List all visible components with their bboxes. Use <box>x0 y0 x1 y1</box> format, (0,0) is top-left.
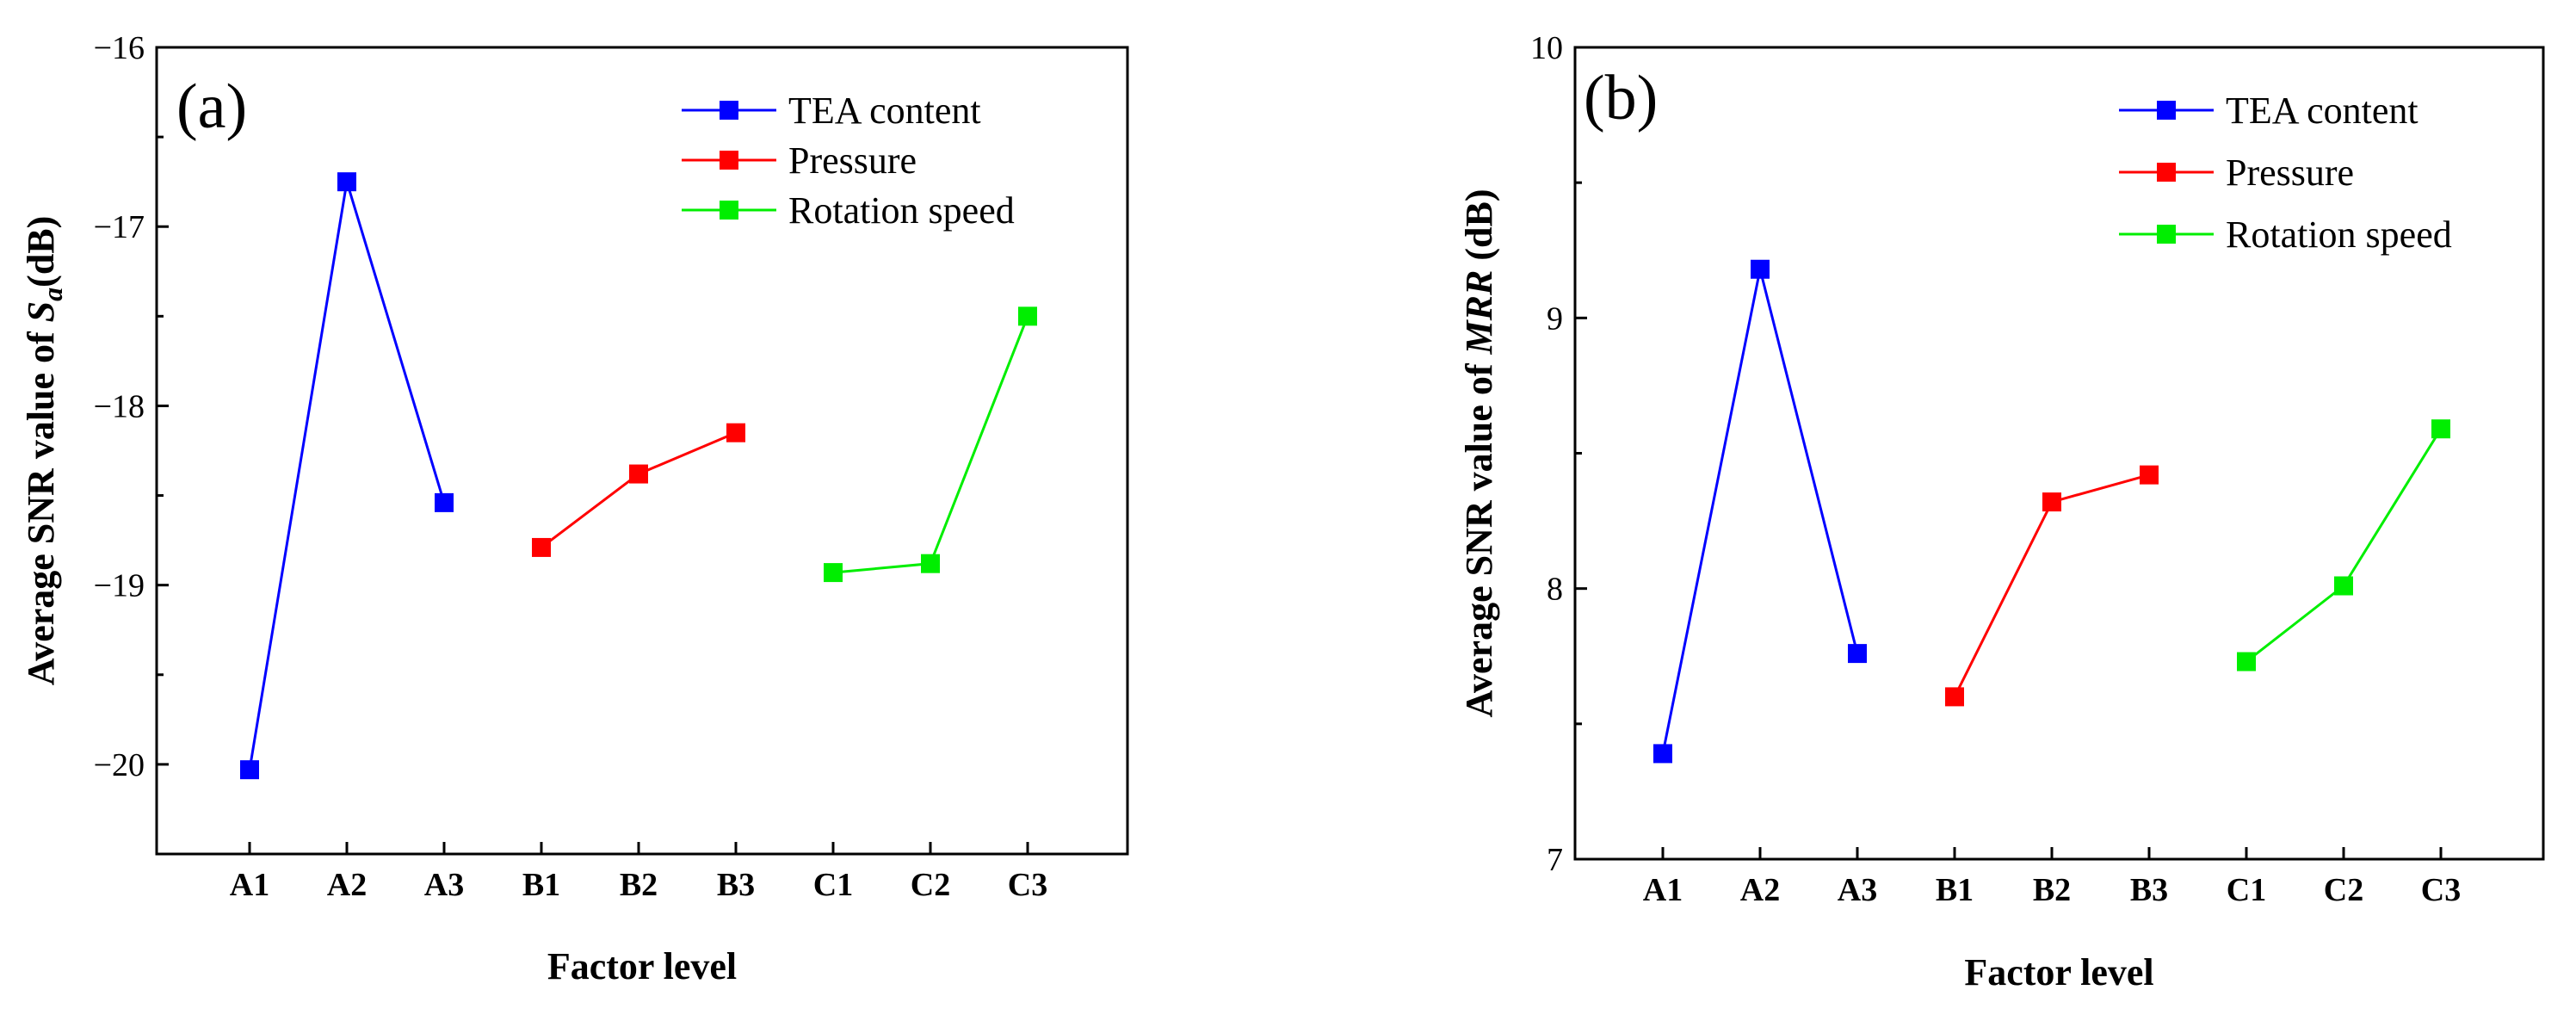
y-tick-label: 8 <box>1547 572 1563 608</box>
legend-entry: TEA content <box>682 90 981 132</box>
panel-letter: (b) <box>1584 63 1658 133</box>
data-point <box>824 563 843 583</box>
legend-marker <box>720 151 738 170</box>
y-tick-label: −17 <box>94 209 145 245</box>
x-tick-label: B2 <box>620 867 658 903</box>
legend-entry: TEA content <box>2119 90 2418 132</box>
y-axis-title-prefix: Average SNR value of <box>1458 354 1500 717</box>
y-tick-label: −19 <box>94 568 145 604</box>
legend-marker <box>720 201 738 220</box>
x-tick-label: A3 <box>1838 872 1877 908</box>
y-tick-label: −20 <box>94 747 145 783</box>
x-tick-label: B2 <box>2033 872 2071 908</box>
y-tick-label: 9 <box>1547 300 1563 337</box>
data-point <box>2237 652 2256 671</box>
x-tick-label: C2 <box>911 867 950 903</box>
data-point <box>2140 465 2159 485</box>
plot-frame <box>155 46 1129 856</box>
panel-letter: (a) <box>176 71 247 142</box>
series-pressure <box>532 423 745 557</box>
x-tick-label: A2 <box>1740 872 1780 908</box>
x-tick-label: A2 <box>327 867 367 903</box>
x-tick-label: B1 <box>522 867 560 903</box>
series-tea-content <box>240 172 454 780</box>
y-axis-title-unit: (dB) <box>20 216 62 288</box>
y-tick-label: 10 <box>1530 30 1563 66</box>
data-point <box>1945 687 1964 707</box>
legend-label: Rotation speed <box>2226 213 2452 256</box>
series-pressure <box>1945 465 2159 707</box>
data-point <box>337 172 356 192</box>
legend-entry: Pressure <box>2119 152 2354 194</box>
data-point <box>1751 259 1770 279</box>
legend-entry: Rotation speed <box>682 189 1015 232</box>
data-point <box>2042 492 2061 512</box>
legend-label: TEA content <box>788 90 981 132</box>
y-axis-title-symbol: MRR <box>1458 270 1500 356</box>
series-line <box>832 315 1029 574</box>
panel-b: 7 8 9 10 A1 A2 A3 B1 B2 B3 C1 C2 C3 Factor level Avera… <box>1458 30 2545 993</box>
y-axis-title-subscript: a <box>37 288 68 301</box>
series-tea-content <box>1653 259 1867 764</box>
data-point <box>629 464 648 484</box>
x-tick-label: C3 <box>2421 872 2461 908</box>
series-line <box>541 431 737 549</box>
y-tick-label: −18 <box>94 388 145 424</box>
x-tick-label: C1 <box>2227 872 2266 908</box>
panel-a: −20 −19 −18 −17 −16 A1 A2 A3 B1 B2 B3 C1 C2 C3 Factor … <box>20 30 1129 987</box>
series-line <box>1661 269 1859 754</box>
data-point <box>1018 306 1037 326</box>
y-axis-title-prefix: Average SNR value of <box>20 322 62 685</box>
series-line <box>248 181 446 770</box>
x-tick-label: C2 <box>2324 872 2363 908</box>
y-tick-label: 7 <box>1547 842 1563 878</box>
legend-entry: Pressure <box>682 139 917 182</box>
data-point <box>1653 744 1672 764</box>
series-rotation-speed <box>824 306 1037 583</box>
legend-label: Pressure <box>788 139 917 182</box>
data-point <box>532 537 551 557</box>
x-axis-title: Factor level <box>547 945 737 987</box>
legend-label: TEA content <box>2226 90 2418 132</box>
y-tick-label: −16 <box>94 30 145 66</box>
data-point <box>240 760 259 780</box>
x-tick-label: A1 <box>230 867 269 903</box>
x-tick-label: A1 <box>1643 872 1683 908</box>
series-rotation-speed <box>2237 419 2450 671</box>
x-tick-label: C1 <box>813 867 853 903</box>
legend-label: Pressure <box>2226 152 2354 194</box>
data-point <box>921 554 940 573</box>
legend-marker <box>2157 225 2176 244</box>
legend-entry: Rotation speed <box>2119 213 2452 256</box>
y-axis-title: Average SNR value of MRR (dB) <box>1458 189 1500 718</box>
x-tick-label: B3 <box>2130 872 2168 908</box>
x-axis-title: Factor level <box>1964 951 2153 993</box>
x-tick-label: B3 <box>717 867 755 903</box>
legend-marker <box>2157 163 2176 182</box>
x-tick-label: A3 <box>424 867 464 903</box>
data-point <box>2431 419 2450 439</box>
legend-marker <box>2157 101 2176 120</box>
series-line <box>2246 428 2443 663</box>
data-point <box>726 423 745 442</box>
legend-marker <box>720 101 738 120</box>
y-axis-title: Average SNR value of Sa(dB) <box>20 216 68 686</box>
x-tick-label: C3 <box>1008 867 1047 903</box>
y-axis-title-symbol: S <box>20 301 62 322</box>
y-axis-title-unit: (dB) <box>1458 189 1500 270</box>
plot-frame <box>1573 46 2545 861</box>
legend-label: Rotation speed <box>788 189 1015 232</box>
x-tick-label: B1 <box>1936 872 1974 908</box>
data-point <box>1848 644 1867 664</box>
data-point <box>435 492 454 512</box>
data-point <box>2334 576 2353 596</box>
